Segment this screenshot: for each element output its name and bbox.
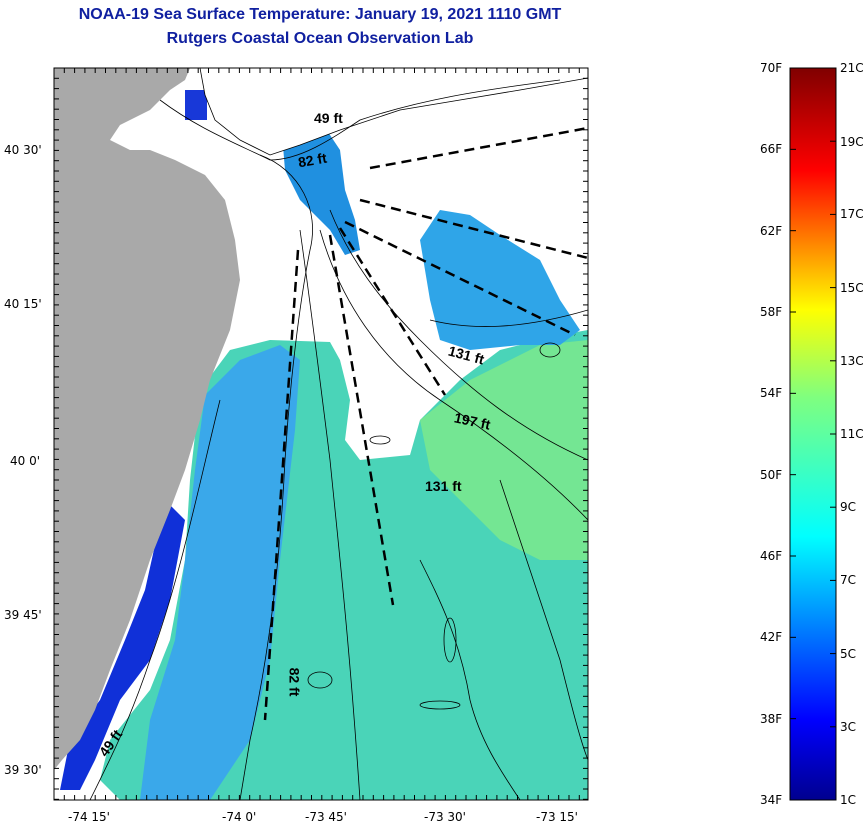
cb-label-7c: 7C — [840, 573, 857, 587]
bathymetry-contours — [89, 79, 588, 800]
sst-field-warm — [420, 340, 588, 560]
sst-patch-bay — [185, 90, 207, 120]
lat-label-40-30: 40 30' — [4, 143, 42, 157]
lon-label-74-15: -74 15' — [68, 810, 110, 824]
lon-label-74-0: -74 0' — [222, 810, 257, 824]
map-frame — [53, 67, 589, 801]
cb-label-58f: 58F — [760, 305, 783, 319]
contour-label-82ft-south: 82 ft — [286, 667, 303, 697]
cb-label-3c: 3C — [840, 720, 857, 734]
cb-label-70f: 70F — [760, 61, 783, 75]
lon-label-73-45: -73 45' — [305, 810, 347, 824]
contour-label-131ft-central: 131 ft — [425, 478, 462, 494]
cb-label-19c: 19C — [840, 135, 864, 149]
cb-label-42f: 42F — [760, 630, 783, 644]
title-line-2: Rutgers Coastal Ocean Observation Lab — [166, 30, 474, 47]
cb-label-1c: 1C — [840, 793, 857, 807]
sst-field-blue-offshore — [420, 210, 580, 350]
contour-label-49ft-north: 49 ft — [314, 110, 343, 126]
lat-label-39-30: 39 30' — [4, 763, 42, 777]
lon-label-73-15: -73 15' — [536, 810, 578, 824]
cb-label-15c: 15C — [840, 281, 864, 295]
colorbar — [789, 67, 837, 801]
title-line-1: NOAA-19 Sea Surface Temperature: January… — [78, 6, 562, 23]
cb-label-62f: 62F — [760, 224, 783, 238]
sst-field-blue-inshore — [140, 345, 300, 800]
lon-label-73-30: -73 30' — [424, 810, 466, 824]
cb-label-17c: 17C — [840, 207, 864, 221]
cb-label-5c: 5C — [840, 647, 857, 661]
cb-label-34f: 34F — [760, 793, 783, 807]
cb-label-11c: 11C — [840, 427, 864, 441]
transect-lines — [263, 126, 588, 721]
cb-label-50f: 50F — [760, 468, 783, 482]
lat-label-40-0: 40 0' — [10, 454, 41, 468]
colorbar-ticks — [790, 67, 836, 801]
lat-label-39-45: 39 45' — [4, 608, 42, 622]
cb-label-9c: 9C — [840, 500, 857, 514]
lat-label-40-15: 40 15' — [4, 297, 42, 311]
cb-label-38f: 38F — [760, 712, 783, 726]
land-new-jersey — [54, 68, 240, 770]
cb-label-46f: 46F — [760, 549, 783, 563]
cb-label-66f: 66F — [760, 142, 783, 156]
cb-label-13c: 13C — [840, 354, 864, 368]
cb-label-54f: 54F — [760, 386, 783, 400]
map-ticks — [53, 67, 588, 800]
map-area — [54, 68, 588, 800]
cb-label-21c: 21C — [840, 61, 864, 75]
